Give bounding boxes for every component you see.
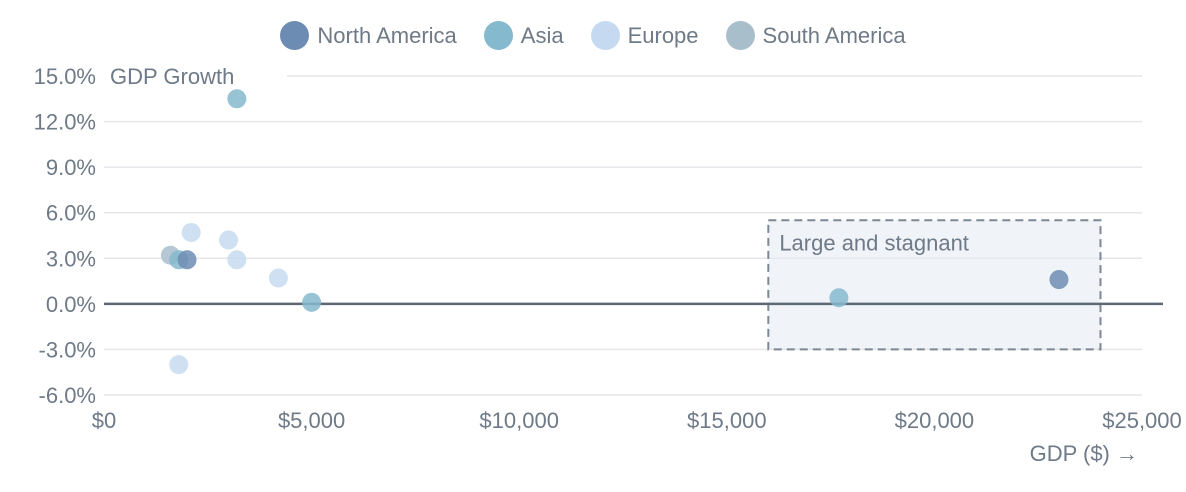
y-axis-title: GDP Growth [110, 64, 234, 89]
x-axis-title: GDP ($) → [1030, 441, 1138, 466]
point-europe-0 [181, 222, 201, 242]
y-tick-label-6: 6.0% [46, 201, 96, 226]
x-tick-label-5000: $5,000 [278, 408, 345, 433]
point-europe-3 [268, 268, 288, 288]
point-asia-2 [302, 292, 322, 312]
point-asia-0 [227, 89, 247, 109]
x-tick-label-20000: $20,000 [895, 408, 975, 433]
point-europe-2 [227, 250, 247, 270]
y-tick-label-3: 3.0% [46, 246, 96, 271]
y-tick-label--3: -3.0% [39, 337, 96, 362]
point-europe-1 [219, 230, 239, 250]
x-tick-label-15000: $15,000 [687, 408, 767, 433]
y-tick-label-9: 9.0% [46, 155, 96, 180]
x-tick-label-0: $0 [92, 408, 116, 433]
y-tick-label--6: -6.0% [39, 383, 96, 408]
x-tick-label-25000: $25,000 [1102, 408, 1182, 433]
annotation-label: Large and stagnant [779, 230, 969, 255]
x-tick-label-10000: $10,000 [479, 408, 559, 433]
point-asia-3 [829, 288, 849, 308]
point-north-america-0 [177, 250, 197, 270]
y-tick-label-15: 15.0% [34, 64, 96, 89]
point-north-america-1 [1049, 270, 1069, 290]
y-tick-label-0: 0.0% [46, 292, 96, 317]
point-europe-4 [169, 355, 189, 375]
annotation-box [767, 219, 1102, 351]
y-tick-label-12: 12.0% [34, 110, 96, 135]
